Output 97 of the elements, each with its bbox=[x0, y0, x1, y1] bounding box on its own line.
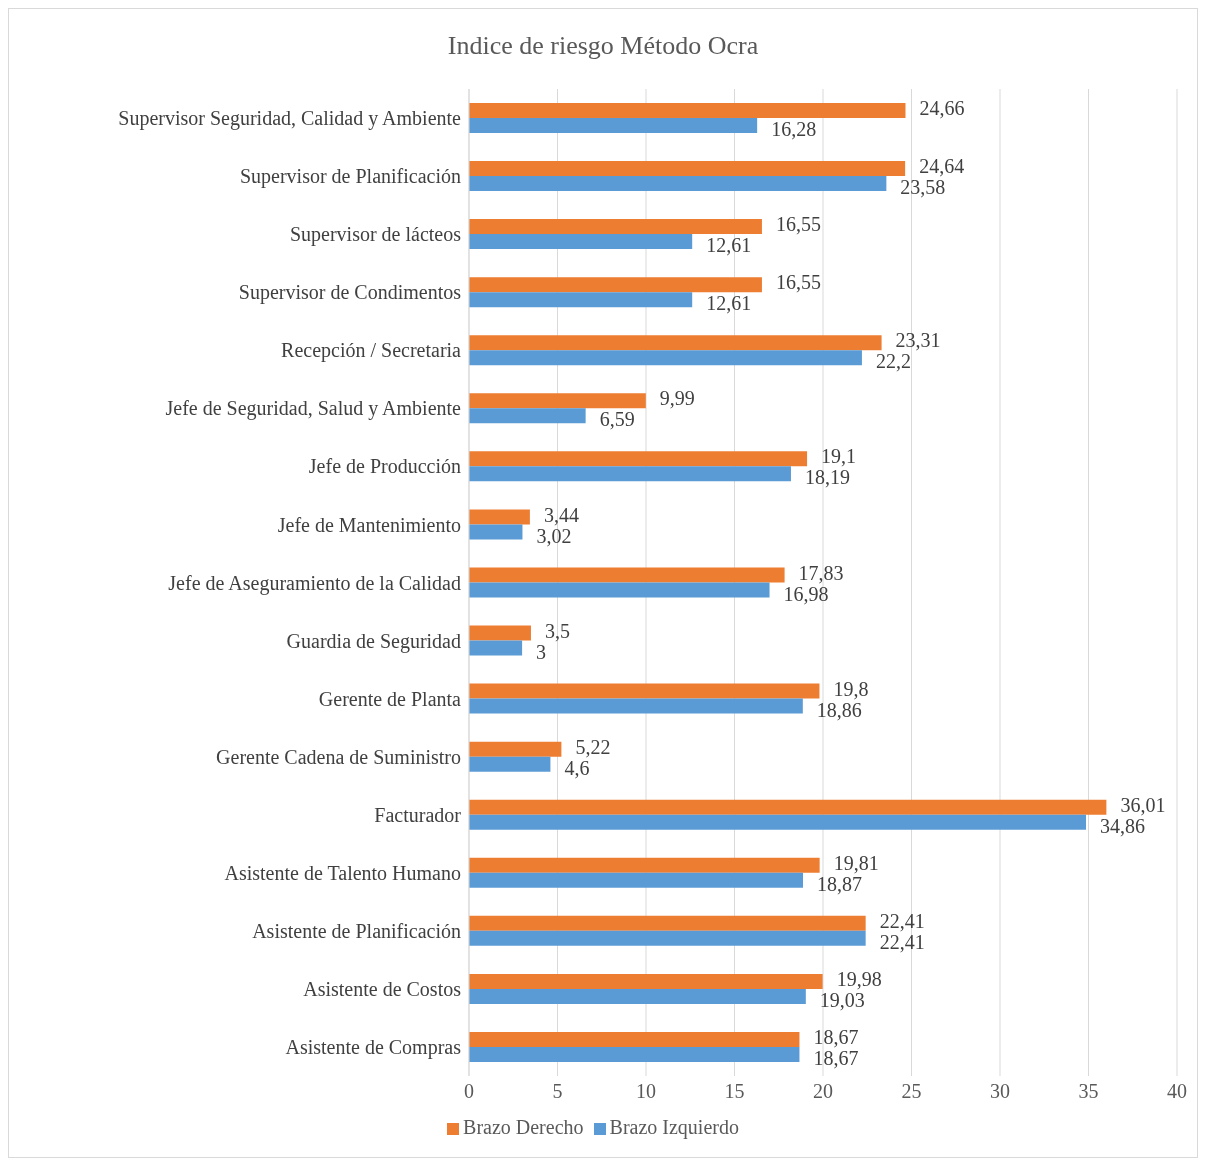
data-label: 24,64 bbox=[919, 155, 965, 178]
x-tick-label: 25 bbox=[901, 1080, 922, 1103]
bar bbox=[469, 814, 1087, 830]
data-label: 34,86 bbox=[1100, 814, 1146, 837]
x-tick-label: 0 bbox=[464, 1080, 474, 1103]
y-tick-label: Asistente de Costos bbox=[303, 978, 462, 1001]
y-tick-label: Supervisor de Planificación bbox=[239, 165, 461, 189]
bar bbox=[469, 176, 887, 192]
data-label: 22,2 bbox=[875, 350, 911, 373]
y-tick-label: Gerente de Planta bbox=[318, 687, 462, 710]
x-tick-label: 20 bbox=[813, 1080, 833, 1103]
bar bbox=[469, 741, 562, 757]
y-tick-label: Supervisor de lácteos bbox=[289, 223, 462, 247]
data-label: 19,81 bbox=[833, 851, 879, 874]
data-label: 16,55 bbox=[775, 271, 821, 294]
y-tick-label: Jefe de Producción bbox=[308, 455, 461, 478]
bar bbox=[469, 451, 808, 467]
data-label: 24,66 bbox=[919, 97, 965, 120]
bar bbox=[469, 350, 862, 366]
bar bbox=[469, 872, 803, 888]
bar bbox=[469, 292, 693, 308]
y-tick-label: Supervisor Seguridad, Calidad y Ambiente bbox=[118, 107, 462, 131]
y-tick-label: Jefe de Mantenimiento bbox=[277, 513, 461, 536]
y-tick-label: Recepción / Secretaria bbox=[281, 339, 462, 363]
x-tick-label: 35 bbox=[1078, 1080, 1099, 1103]
y-tick-label: Jefe de Seguridad, Salud y Ambiente bbox=[165, 397, 462, 421]
bar bbox=[469, 756, 551, 772]
y-tick-label: Asistente de Planificación bbox=[252, 919, 461, 942]
legend-label: Brazo Izquierdo bbox=[609, 1116, 739, 1138]
data-label: 9,99 bbox=[659, 387, 695, 410]
bar bbox=[469, 1046, 800, 1062]
data-label: 5,22 bbox=[575, 735, 611, 758]
bar bbox=[469, 234, 693, 250]
data-label: 3,44 bbox=[543, 503, 579, 526]
bar bbox=[469, 1031, 800, 1047]
bar bbox=[469, 118, 758, 133]
bar bbox=[469, 915, 866, 931]
data-label: 18,67 bbox=[813, 1026, 859, 1049]
y-tick-label: Asistente de Compras bbox=[285, 1036, 462, 1060]
data-label: 22,41 bbox=[879, 909, 925, 932]
bar bbox=[469, 640, 523, 656]
data-label: 19,03 bbox=[819, 988, 865, 1011]
data-label: 4,6 bbox=[564, 756, 590, 779]
bar bbox=[469, 698, 803, 714]
bar bbox=[469, 567, 785, 583]
y-tick-label: Jefe de Aseguramiento de la Calidad bbox=[168, 571, 461, 595]
data-label: 19,98 bbox=[836, 967, 882, 990]
bar bbox=[469, 625, 531, 641]
x-tick-label: 30 bbox=[990, 1080, 1010, 1103]
data-label: 18,67 bbox=[813, 1047, 859, 1070]
y-tick-label: Facturador bbox=[374, 803, 462, 826]
data-label: 3,5 bbox=[544, 619, 570, 642]
data-label: 6,59 bbox=[599, 408, 635, 431]
bar bbox=[469, 408, 586, 424]
data-label: 18,87 bbox=[817, 872, 862, 895]
data-label: 16,28 bbox=[771, 118, 817, 141]
chart-title: Indice de riesgo Método Ocra bbox=[446, 30, 760, 62]
bar bbox=[469, 509, 530, 525]
y-tick-label: Guardia de Seguridad bbox=[286, 629, 461, 653]
bar bbox=[469, 277, 762, 293]
data-label: 12,61 bbox=[706, 234, 752, 257]
bar bbox=[469, 582, 770, 598]
data-label: 17,83 bbox=[798, 561, 844, 584]
data-label: 3 bbox=[536, 640, 547, 663]
y-tick-label: Gerente Cadena de Suministro bbox=[216, 745, 461, 768]
data-label: 36,01 bbox=[1120, 793, 1166, 816]
x-tick-label: 15 bbox=[724, 1080, 745, 1103]
data-label: 23,31 bbox=[895, 329, 941, 352]
bar bbox=[469, 799, 1107, 815]
legend-label: Brazo Derecho bbox=[463, 1116, 584, 1138]
data-label: 3,02 bbox=[536, 524, 572, 547]
data-label: 12,61 bbox=[706, 292, 752, 315]
bar bbox=[469, 103, 906, 118]
bar bbox=[469, 857, 820, 873]
bar bbox=[469, 988, 806, 1004]
bar bbox=[469, 393, 646, 409]
bar bbox=[469, 335, 882, 351]
bar bbox=[469, 683, 820, 699]
data-label: 23,58 bbox=[900, 176, 946, 199]
data-label: 19,8 bbox=[833, 677, 869, 700]
data-label: 22,41 bbox=[879, 930, 925, 953]
bar bbox=[469, 466, 791, 482]
data-label: 16,55 bbox=[775, 213, 821, 236]
data-label: 18,86 bbox=[816, 698, 862, 721]
data-label: 19,1 bbox=[821, 445, 857, 468]
bar bbox=[469, 930, 866, 946]
bar bbox=[469, 161, 906, 177]
data-label: 16,98 bbox=[783, 582, 829, 605]
y-tick-label: Supervisor de Condimentos bbox=[238, 281, 462, 305]
data-label: 18,19 bbox=[804, 466, 850, 489]
x-tick-label: 5 bbox=[552, 1080, 563, 1103]
x-tick-label: 10 bbox=[636, 1080, 656, 1103]
y-tick-label: Asistente de Talento Humano bbox=[224, 861, 461, 884]
x-tick-label: 40 bbox=[1167, 1080, 1187, 1103]
bar bbox=[469, 973, 823, 989]
bar bbox=[469, 524, 523, 540]
bar bbox=[469, 219, 762, 235]
